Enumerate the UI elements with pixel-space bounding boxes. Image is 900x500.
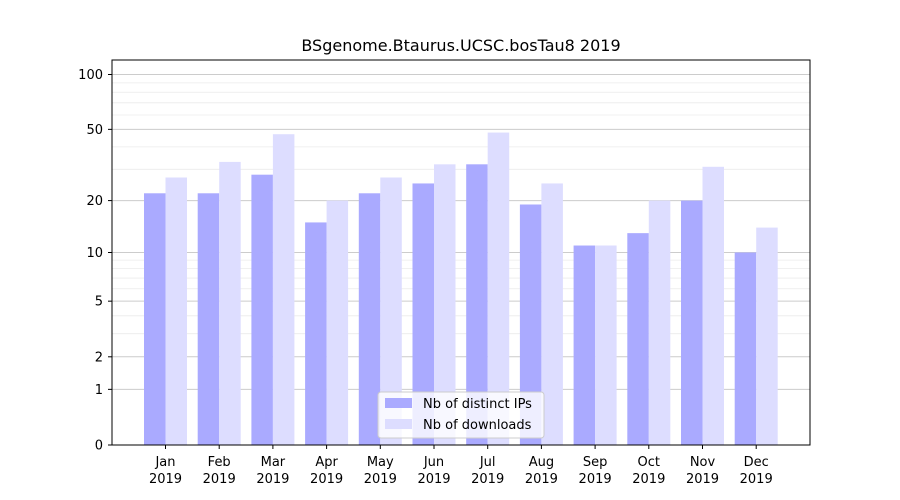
x-tick-label-year: 2019 [364,472,397,487]
x-tick-label-month: May [367,455,394,470]
y-tick-label: 5 [95,295,103,310]
legend-label: Nb of distinct IPs [423,397,532,412]
y-tick-label: 1 [95,383,103,398]
y-tick-label: 20 [86,194,103,209]
x-tick-label-month: Sep [583,455,608,470]
bar-distinct-ips-apr [305,222,327,445]
x-tick-label-month: Mar [261,455,286,470]
x-tick-label-month: Aug [529,455,554,470]
bar-distinct-ips-jun [412,183,434,445]
y-axis: 0 1 2 5 10 20 50 100 [78,68,112,454]
x-tick-label-year: 2019 [632,472,665,487]
bar-distinct-ips-mar [251,174,273,446]
bar-distinct-ips-sep [573,245,596,445]
y-tick-label: 50 [86,123,103,138]
y-tick-label: 2 [95,350,103,365]
x-tick-label-month: Dec [744,455,769,470]
bars [144,132,778,446]
x-tick-label-month: Feb [208,455,231,470]
x-tick-label-year: 2019 [740,472,773,487]
legend-label: Nb of downloads [423,418,532,433]
x-tick-label-year: 2019 [525,472,558,487]
x-tick-label-month: Oct [638,455,660,470]
bar-downloads-mar [272,134,295,445]
bar-downloads-may [380,177,402,445]
x-tick-label-month: Apr [315,455,338,470]
bar-downloads-feb [219,161,241,445]
x-tick-label-month: Jun [423,455,444,470]
bar-distinct-ips-jan [144,193,166,445]
bar-distinct-ips-jul [466,164,488,445]
x-axis: Jan 2019 Feb 2019 Mar 2019 Apr 2019 May 2019 Jun 20… [149,445,773,487]
bar-downloads-apr [326,200,349,445]
bar-downloads-sep [595,245,617,445]
x-tick-label-year: 2019 [310,472,343,487]
bar-downloads-jun [434,164,456,445]
x-tick-label-year: 2019 [203,472,236,487]
x-tick-label-month: Nov [690,455,716,470]
x-tick-label-year: 2019 [256,472,289,487]
y-tick-label: 100 [78,68,103,83]
y-tick-label: 10 [86,246,103,261]
bar-downloads-dec [756,227,778,445]
bar-downloads-oct [648,200,671,445]
x-tick-label-year: 2019 [686,472,719,487]
x-tick-label-year: 2019 [149,472,182,487]
x-tick-label-month: Jan [154,455,175,470]
bar-distinct-ips-feb [197,193,220,445]
bar-downloads-aug [541,183,563,445]
bar-distinct-ips-oct [627,233,649,445]
bar-distinct-ips-dec [734,252,757,445]
chart-title: BSgenome.Btaurus.UCSC.bosTau8 2019 [301,36,620,55]
legend-swatch [385,398,412,408]
bar-downloads-jan [165,177,187,445]
x-tick-label-month: Jul [479,455,496,470]
x-tick-label-year: 2019 [471,472,504,487]
y-tick-label: 0 [95,439,103,454]
legend-swatch [385,419,412,429]
bar-distinct-ips-may [358,193,381,445]
bar-distinct-ips-aug [519,204,542,445]
bar-downloads-jul [487,132,510,446]
x-tick-label-year: 2019 [417,472,450,487]
legend-box [377,391,545,439]
bar-distinct-ips-nov [681,200,703,445]
bar-downloads-nov [702,166,724,446]
x-tick-label-year: 2019 [579,472,612,487]
plot-frame [111,59,811,446]
legend: Nb of distinct IPs Nb of downloads [377,391,545,439]
